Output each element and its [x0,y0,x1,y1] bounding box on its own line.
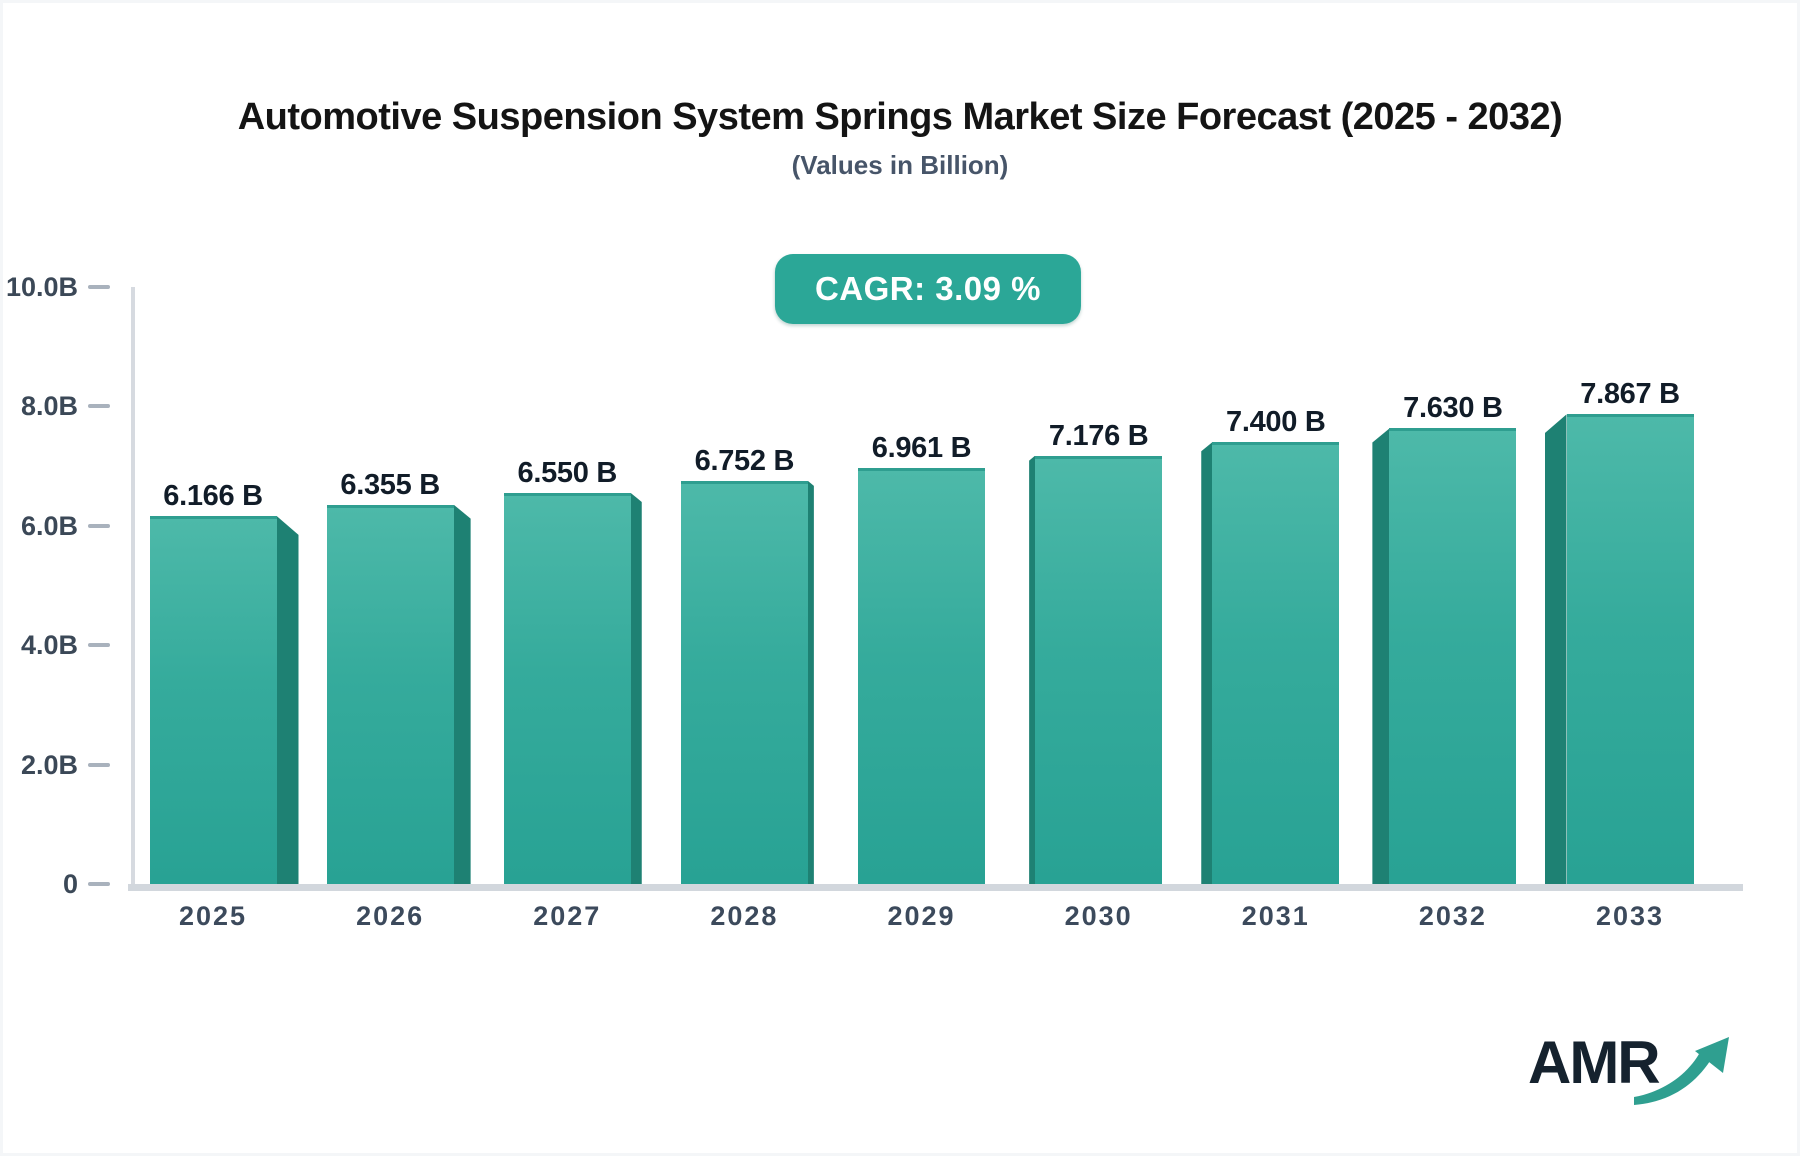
x-axis-label-2025: 2025 [178,901,248,931]
y-tick-label-8.0B: 8.0B [20,391,78,422]
y-tick-label-0: 0 [62,869,78,899]
bar-2029[interactable] [858,468,985,884]
y-tick-label-2.0B: 2.0B [20,749,78,780]
x-axis-baseline [128,884,1743,891]
y-tick-label-10.0B: 10.0B [5,272,78,302]
y-tick-mark [88,285,110,289]
bar-2033[interactable] [1566,414,1694,884]
bar-2025[interactable] [149,515,277,884]
bar-value-label-2028: 6.752 B [694,444,795,477]
bar-value-label-2032: 7.630 B [1403,392,1503,425]
x-axis-label-2026: 2026 [356,901,425,931]
y-tick-mark [88,882,110,886]
x-axis-label-2027: 2027 [533,901,602,931]
bar-value-label-2026: 6.355 B [340,468,440,501]
bar-2027[interactable] [503,492,631,884]
brand-logo: AMR [1528,1028,1729,1118]
bar-2028[interactable] [680,480,808,884]
x-axis-label-2032: 2032 [1418,901,1487,931]
y-tick-label-4.0B: 4.0B [20,630,78,661]
x-axis-label-2033: 2033 [1595,901,1665,931]
bar-2030[interactable] [1035,455,1163,884]
bar-value-label-2027: 6.550 B [517,456,618,489]
bar-2031[interactable] [1212,442,1340,884]
y-tick-mark [88,404,110,409]
x-axis-label-2030: 2030 [1064,901,1133,931]
bar-side-2028 [807,480,814,884]
growth-arrow-icon [1634,1037,1729,1105]
y-tick-mark [88,643,110,648]
x-axis-label-2031: 2031 [1241,901,1310,931]
x-axis-label-2029: 2029 [887,901,956,931]
chart-title: Automotive Suspension System Springs Mar… [237,96,1563,138]
bar-side-2025 [276,515,299,884]
y-tick-mark [88,762,110,767]
y-axis-line [131,287,135,884]
bar-value-label-2030: 7.176 B [1048,419,1149,452]
bar-side-2027 [630,492,642,884]
y-tick-label-6.0B: 6.0B [20,510,78,541]
bar-side-2031 [1201,442,1213,884]
bar-value-label-2025: 6.166 B [163,479,263,512]
bar-2026[interactable] [326,504,454,884]
bar-side-2026 [453,504,471,884]
chart-subtitle: (Values in Billion) [791,150,1009,180]
bar-value-label-2031: 7.400 B [1226,406,1326,439]
y-tick-mark [88,523,110,528]
brand-logo-text: AMR [1528,1029,1661,1096]
bar-side-2033 [1544,414,1567,884]
cagr-badge: CAGR: 3.09 % [774,254,1082,324]
x-axis-label-2028: 2028 [710,901,779,931]
bar-side-2032 [1372,428,1390,884]
bar-value-label-2029: 6.961 B [871,432,972,465]
bar-value-label-2033: 7.867 B [1580,378,1680,411]
bar-2032[interactable] [1389,428,1517,884]
bar-side-2030 [1029,455,1036,884]
